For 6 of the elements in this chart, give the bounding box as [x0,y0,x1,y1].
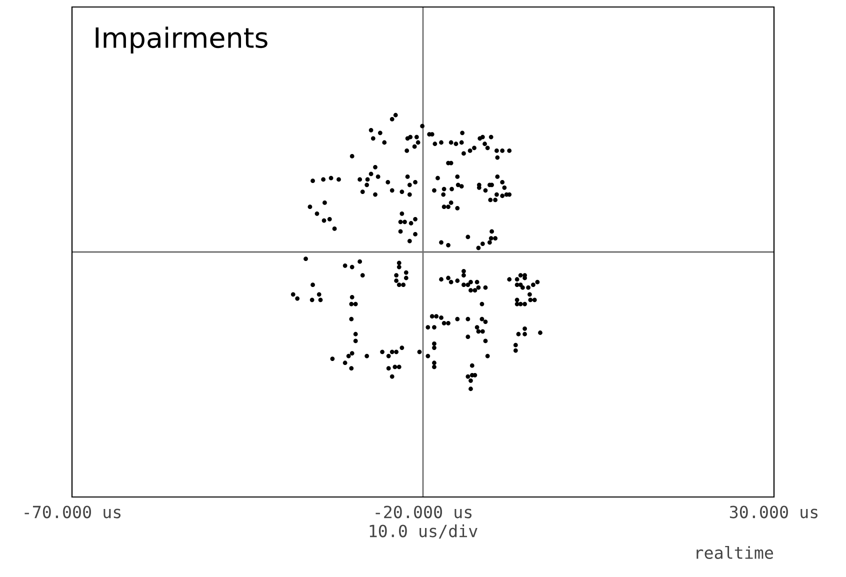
x-tick-label: -70.000 us [24,506,121,518]
text: realtime [696,546,774,559]
chart-title: Impairments [96,26,268,54]
x-axis-title: 10.0 us/div [370,524,478,539]
x-tick-label: -20.000 us [376,506,472,518]
x-tick-label: 30.000 us [730,506,818,518]
